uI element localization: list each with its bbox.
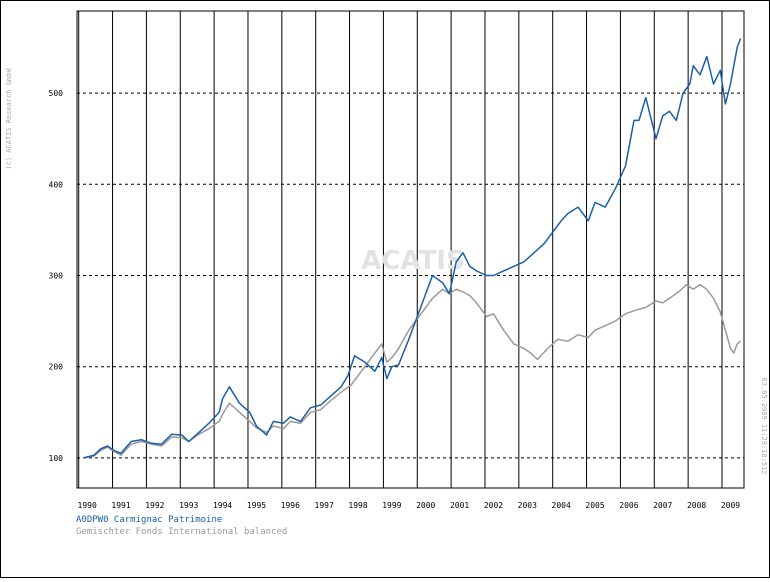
x-tick-label: 2008	[687, 501, 706, 510]
y-tick-label: 400	[49, 180, 64, 189]
x-tick-label: 1993	[179, 501, 198, 510]
copyright-text: (c) ACATIS Research GmbH	[5, 68, 13, 169]
y-tick-label: 100	[49, 454, 64, 463]
series-layer	[83, 38, 742, 459]
plot-border	[76, 10, 745, 489]
x-tick-label: 2002	[484, 501, 503, 510]
x-tick-label: 2004	[552, 501, 571, 510]
tick-labels: 1990 1991 1992 1993 1994 1995 1996 1997 1998 1999…	[49, 89, 741, 510]
x-tick-label: 2000	[416, 501, 435, 510]
legend-item-benchmark: Gemischter Fonds International balanced	[76, 527, 288, 537]
x-tick-label: 1994	[213, 501, 232, 510]
y-tick-label: 500	[49, 89, 64, 98]
x-tick-label: 1996	[281, 501, 300, 510]
x-tick-label: 1990	[78, 501, 97, 510]
x-tick-label: 1995	[247, 501, 266, 510]
x-tick-label: 1997	[315, 501, 334, 510]
x-tick-label: 1999	[382, 501, 401, 510]
x-tick-label: 1992	[145, 501, 164, 510]
y-tick-label: 200	[49, 363, 64, 372]
legend-item-carmignac: A0DPW0 Carmignac Patrimoine	[76, 515, 223, 525]
x-tick-label: 1998	[348, 501, 367, 510]
grid	[77, 11, 744, 488]
x-tick-label: 2003	[518, 501, 537, 510]
x-tick-label: 2001	[450, 501, 469, 510]
x-tick-label: 2005	[585, 501, 604, 510]
series-line-carmignac	[83, 38, 742, 459]
timestamp-text: 03.05.2009 11:28:18:512	[760, 378, 768, 475]
x-tick-label: 2007	[653, 501, 672, 510]
y-tick-label: 300	[49, 271, 64, 280]
x-tick-label: 2009	[721, 501, 740, 510]
x-tick-label: 2006	[619, 501, 638, 510]
watermark-text: ACATIS	[361, 246, 464, 276]
x-tick-label: 1991	[111, 501, 130, 510]
series-line-benchmark	[83, 283, 742, 459]
